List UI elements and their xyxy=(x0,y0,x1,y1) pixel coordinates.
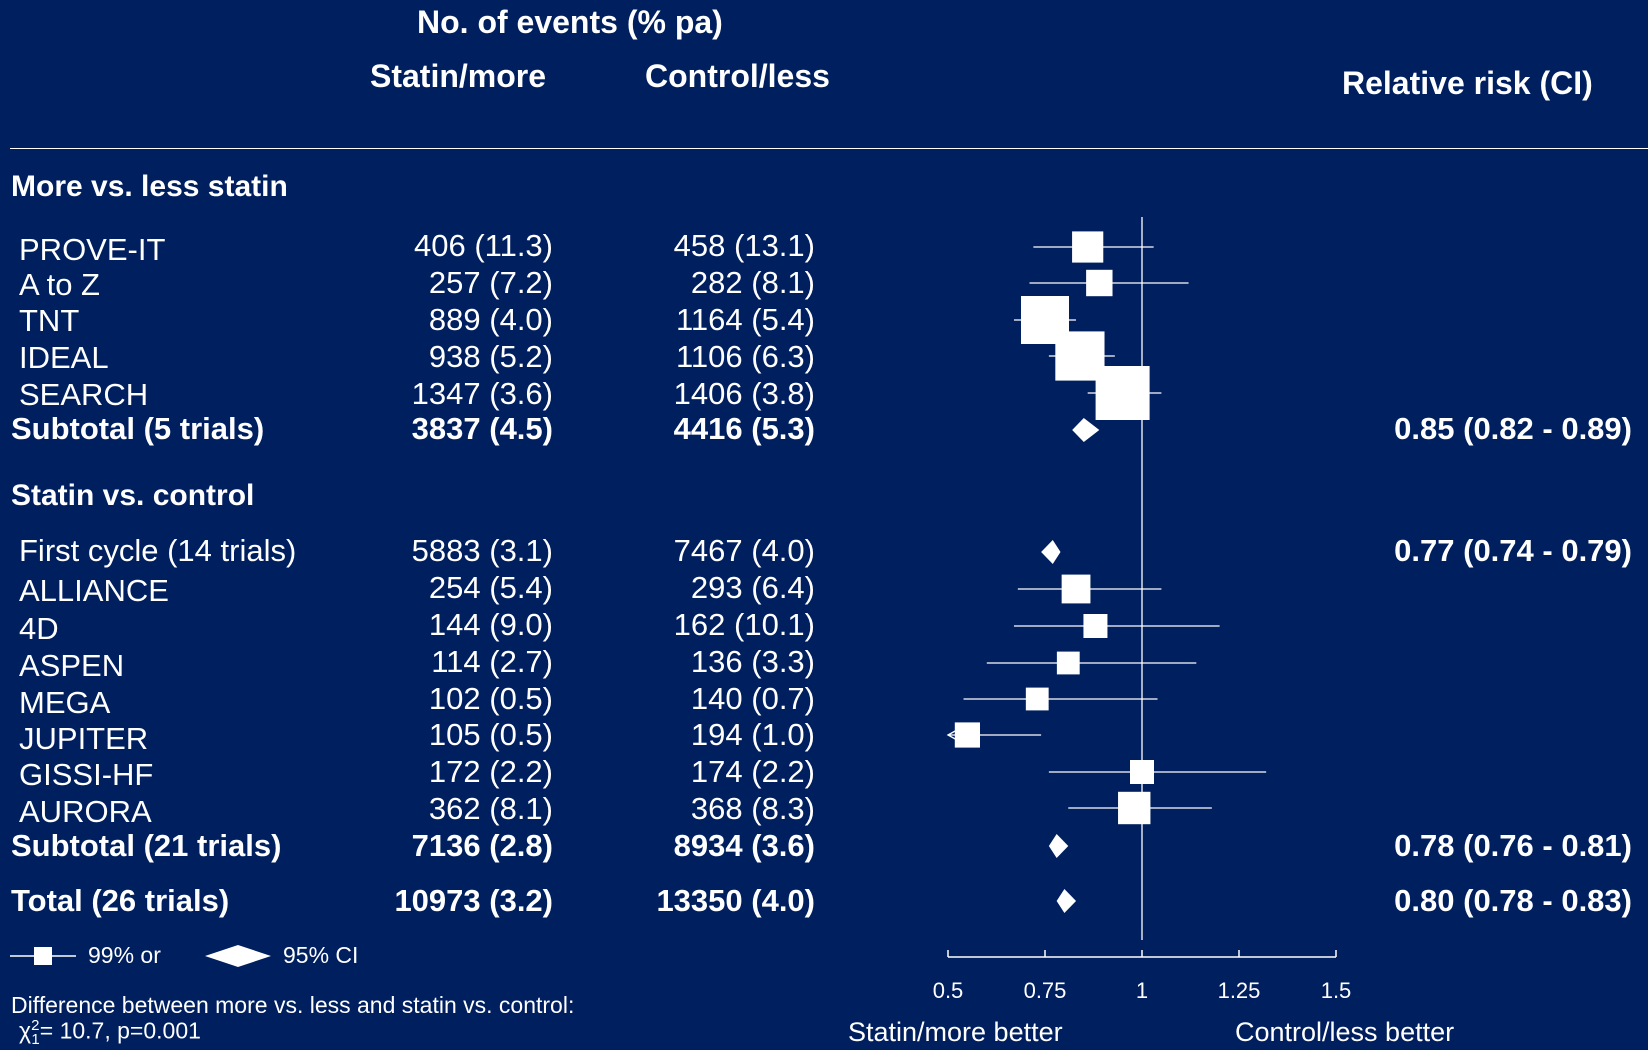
row-label: 4D xyxy=(19,611,59,646)
summary-diamond xyxy=(1048,834,1069,858)
row-statin: 406 (11.3) xyxy=(413,228,553,263)
x-tick-label: 1.5 xyxy=(1321,978,1352,1003)
footnote-line1: Difference between more vs. less and sta… xyxy=(11,992,575,1018)
study-square xyxy=(1072,231,1104,263)
row-control: 1406 (3.8) xyxy=(673,376,815,411)
row-control: 1106 (6.3) xyxy=(675,339,815,374)
subtotal-label: Subtotal (21 trials) xyxy=(11,828,282,863)
col-statin-header: Statin/more xyxy=(370,58,547,94)
row-statin: 257 (7.2) xyxy=(428,265,553,300)
row-control: 458 (13.1) xyxy=(673,228,815,263)
subtotal-label: Subtotal (5 trials) xyxy=(11,411,265,446)
row-statin: 254 (5.4) xyxy=(428,570,553,605)
study-square xyxy=(1025,687,1049,711)
legend-diamond-symbol xyxy=(205,945,271,967)
group-title-statin-vs-control: Statin vs. control xyxy=(11,479,255,512)
first-cycle-rr: 0.77 (0.74 - 0.79) xyxy=(1394,533,1632,568)
events-header: No. of events (% pa) xyxy=(417,4,723,40)
row-label: TNT xyxy=(19,303,80,338)
row-statin: 102 (0.5) xyxy=(428,681,553,716)
row-control: 194 (1.0) xyxy=(690,717,815,752)
x-tick-label: 0.5 xyxy=(933,978,964,1003)
row-label: ASPEN xyxy=(19,648,125,683)
row-label: ALLIANCE xyxy=(19,573,169,608)
total-rr: 0.80 (0.78 - 0.83) xyxy=(1394,883,1632,918)
group-title-more-vs-less: More vs. less statin xyxy=(11,170,288,203)
subtotal-rr: 0.85 (0.82 - 0.89) xyxy=(1394,411,1632,446)
row-control: 293 (6.4) xyxy=(690,570,815,605)
study-square xyxy=(1086,269,1113,297)
legend-diamond-label: 95% CI xyxy=(283,942,359,968)
row-statin: 105 (0.5) xyxy=(428,717,553,752)
row-control: 368 (8.3) xyxy=(690,791,815,826)
row-control: 282 (8.1) xyxy=(690,265,815,300)
row-label: AURORA xyxy=(19,794,152,829)
row-statin: 172 (2.2) xyxy=(428,754,553,789)
total-statin: 10973 (3.2) xyxy=(394,883,553,918)
row-label: GISSI-HF xyxy=(19,757,154,792)
row-control: 136 (3.3) xyxy=(690,644,815,679)
row-statin: 362 (8.1) xyxy=(428,791,553,826)
row-control: 174 (2.2) xyxy=(690,754,815,789)
study-square xyxy=(1056,651,1080,675)
row-statin: 889 (4.0) xyxy=(428,302,553,337)
total-label: Total (26 trials) xyxy=(11,883,230,918)
study-square xyxy=(1083,614,1108,638)
study-square xyxy=(1061,574,1091,604)
subtotal-statin: 3837 (4.5) xyxy=(411,411,553,446)
subtotal-statin: 7136 (2.8) xyxy=(411,828,553,863)
summary-diamond xyxy=(1072,418,1100,442)
x-tick-label: 1.25 xyxy=(1218,978,1261,1003)
x-tick-label: 0.75 xyxy=(1024,978,1067,1003)
row-label: SEARCH xyxy=(19,377,149,412)
row-control: 140 (0.7) xyxy=(690,681,815,716)
row-label: JUPITER xyxy=(19,721,149,756)
axis-caption-left: Statin/more better xyxy=(848,1017,1063,1047)
header-divider xyxy=(10,148,1648,149)
row-label: PROVE-IT xyxy=(19,232,166,267)
study-square xyxy=(954,722,980,748)
row-label: IDEAL xyxy=(19,340,109,375)
x-tick-label: 1 xyxy=(1136,978,1148,1003)
row-label: A to Z xyxy=(19,267,100,302)
axis-caption-right: Control/less better xyxy=(1235,1017,1455,1047)
footnote-chi-stat: χ21= 10.7, p=0.001 xyxy=(19,1017,201,1049)
row-statin: 1347 (3.6) xyxy=(411,376,553,411)
subtotal-rr: 0.78 (0.76 - 0.81) xyxy=(1394,828,1632,863)
legend-square-label: 99% or xyxy=(88,942,161,968)
summary-diamond xyxy=(1056,889,1077,913)
row-label: First cycle (14 trials) xyxy=(19,533,297,568)
study-square xyxy=(1130,760,1154,784)
row-statin: 5883 (3.1) xyxy=(411,533,553,568)
row-control: 7467 (4.0) xyxy=(673,533,815,568)
row-label: MEGA xyxy=(19,685,111,720)
legend-square-symbol xyxy=(10,947,76,965)
row-statin: 144 (9.0) xyxy=(428,607,553,642)
study-square xyxy=(1118,791,1151,825)
col-control-header: Control/less xyxy=(645,58,830,94)
row-control: 1164 (5.4) xyxy=(675,302,815,337)
subtotal-control: 4416 (5.3) xyxy=(673,411,815,446)
study-square xyxy=(1095,366,1150,420)
total-control: 13350 (4.0) xyxy=(656,883,815,918)
summary-diamond xyxy=(1041,540,1061,564)
row-statin: 114 (2.7) xyxy=(431,644,553,679)
row-control: 162 (10.1) xyxy=(673,607,815,642)
row-statin: 938 (5.2) xyxy=(428,339,553,374)
col-rr-header: Relative risk (CI) xyxy=(1342,65,1593,101)
subtotal-control: 8934 (3.6) xyxy=(673,828,815,863)
